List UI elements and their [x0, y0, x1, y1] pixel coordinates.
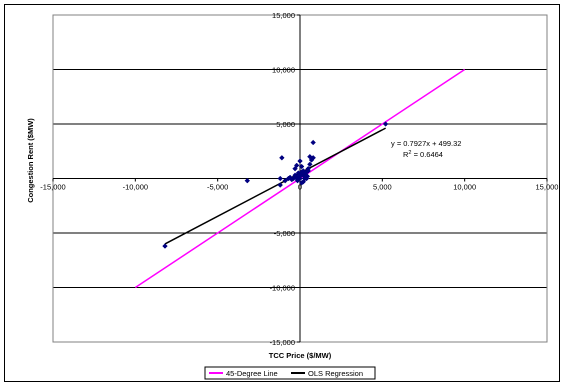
y-tick-label: -5,000	[274, 229, 295, 238]
r-squared-label: R2 = 0.6464	[403, 150, 443, 159]
data-point	[297, 175, 303, 182]
r-squared-value: = 0.6464	[411, 150, 443, 159]
y-tick-label: 10,000	[272, 66, 295, 75]
legend: 45-Degree Line OLS Regression	[204, 366, 376, 380]
data-point	[279, 155, 285, 161]
data-point	[162, 243, 168, 249]
x-tick-label: 0	[298, 183, 302, 192]
data-point	[277, 175, 283, 182]
y-tick-label: 5,000	[276, 120, 295, 129]
data-point	[297, 158, 303, 164]
data-point	[302, 171, 308, 177]
chart-frame: -15,000 -10,000 -5,000 0 5,000 10,000 15,000 -1…	[4, 4, 560, 382]
tick-labels: -15,000 -10,000 -5,000 0 5,000 10,000 15,000 -1…	[40, 11, 558, 347]
data-point	[382, 121, 389, 127]
data-point	[298, 163, 305, 170]
x-axis-title: TCC Price ($/MW)	[269, 351, 332, 360]
legend-box	[204, 366, 376, 380]
y-tick-label: 15,000	[272, 11, 295, 20]
r-squared-superscript: 2	[408, 150, 411, 156]
y-axis-title: Congestion Rent ($MW)	[26, 118, 35, 203]
data-point	[307, 161, 313, 168]
x-tick-label: 10,000	[453, 183, 476, 192]
r-squared-prefix: R	[403, 150, 409, 159]
x-tick-label: 15,000	[536, 183, 559, 192]
series-ols-regression-line	[164, 127, 386, 245]
legend-label-ols-regression: OLS Regression	[308, 369, 363, 378]
data-point	[310, 139, 316, 146]
data-point	[298, 169, 305, 175]
data-point	[307, 153, 313, 160]
data-point	[293, 162, 300, 169]
x-tick-label: -10,000	[123, 183, 148, 192]
legend-label-45-degree-line: 45-Degree Line	[226, 369, 278, 378]
data-point	[244, 177, 251, 184]
scatter-chart: -15,000 -10,000 -5,000 0 5,000 10,000 15,000 -1…	[26, 11, 558, 380]
data-point	[277, 182, 283, 188]
x-tick-label: -15,000	[40, 183, 65, 192]
data-point	[282, 177, 288, 184]
x-tick-label: 5,000	[373, 183, 392, 192]
data-point	[305, 168, 311, 174]
data-point	[303, 175, 310, 182]
y-tick-label: -10,000	[270, 284, 295, 293]
data-point	[298, 180, 305, 186]
regression-equation-label: y = 0.7927x + 499.32	[391, 139, 461, 148]
x-tick-label: -5,000	[207, 183, 228, 192]
data-points	[162, 121, 389, 249]
y-tick-label: -15,000	[270, 338, 295, 347]
